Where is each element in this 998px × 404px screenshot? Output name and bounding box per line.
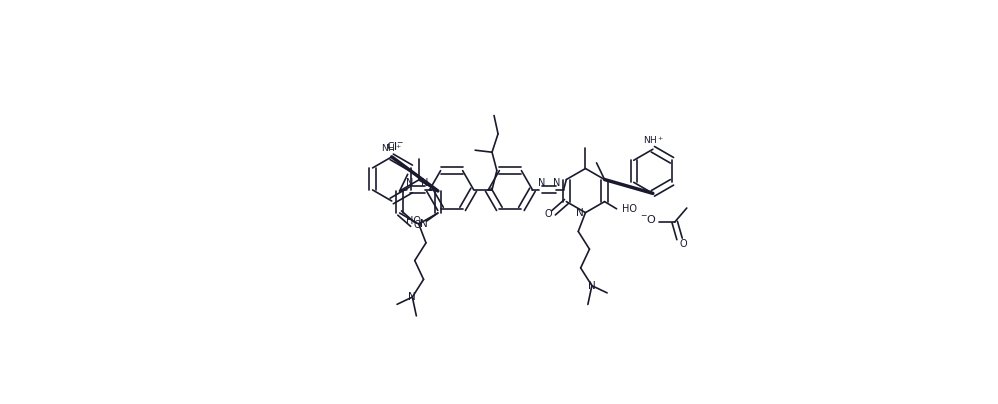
Text: $^{-}$O: $^{-}$O xyxy=(641,213,658,225)
Text: NH$^+$: NH$^+$ xyxy=(643,135,665,146)
Text: NH$^+$: NH$^+$ xyxy=(381,142,402,154)
Text: N: N xyxy=(420,219,428,229)
Text: N: N xyxy=(588,281,596,290)
Text: N: N xyxy=(538,178,546,188)
Text: N: N xyxy=(553,178,560,188)
Text: HO: HO xyxy=(622,204,637,214)
Text: Cl$^{-}$: Cl$^{-}$ xyxy=(386,140,405,152)
Text: N: N xyxy=(406,178,414,188)
Text: O: O xyxy=(545,209,552,219)
Text: N: N xyxy=(408,292,416,302)
Text: O: O xyxy=(680,239,688,249)
Text: N: N xyxy=(421,178,428,188)
Text: N: N xyxy=(577,208,584,218)
Text: O: O xyxy=(414,221,421,230)
Text: HO: HO xyxy=(406,216,421,226)
